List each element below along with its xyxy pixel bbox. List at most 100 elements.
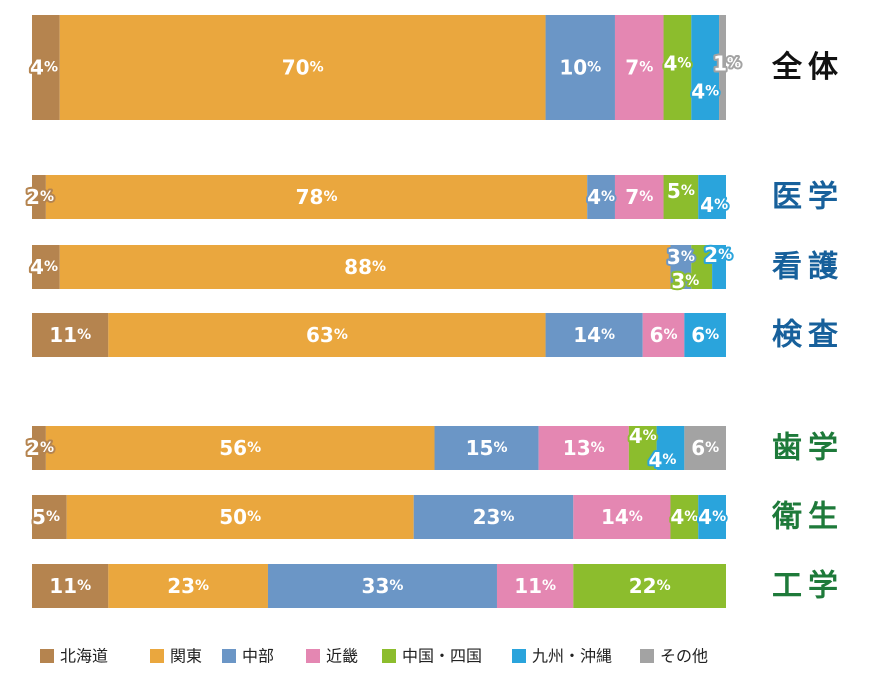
value-label: 4% (698, 505, 726, 529)
bar-segment (663, 15, 692, 120)
value-label: 23% (167, 574, 209, 598)
bar-segment (32, 15, 60, 120)
bar-segment (719, 15, 726, 120)
bar-segment (32, 495, 67, 539)
row-label: 工学 (772, 569, 844, 604)
row-label: 医学 (772, 180, 844, 215)
row-label: 検査 (772, 318, 844, 353)
value-label: 6% (691, 323, 719, 347)
value-label: 11% (49, 574, 91, 598)
value-label: 11% (49, 323, 91, 347)
value-label: 6% (691, 436, 719, 460)
bar-segment (545, 15, 615, 120)
legend-swatch (640, 649, 654, 663)
value-label: 2% (704, 243, 732, 267)
legend-swatch (382, 649, 396, 663)
value-label: 4% (587, 185, 615, 209)
legend-swatch (222, 649, 236, 663)
bar-segment (267, 564, 497, 608)
bar-segment (663, 175, 699, 219)
value-label: 7% (625, 56, 653, 80)
value-label: 56% (219, 436, 261, 460)
legend-label: 中部 (242, 647, 274, 666)
legend-swatch (512, 649, 526, 663)
value-label: 50% (219, 505, 261, 529)
legend-swatch (150, 649, 164, 663)
bar-segment (108, 564, 268, 608)
value-label: 78% (296, 185, 338, 209)
bar-segment (642, 313, 685, 357)
bar-segment (496, 564, 574, 608)
bar-segment (656, 426, 685, 470)
value-label: 4% (629, 424, 657, 448)
value-label: 70% (282, 56, 324, 80)
row-label: 全体 (771, 50, 844, 85)
bar-segment (32, 564, 109, 608)
value-label: 4% (670, 505, 698, 529)
value-label: 4% (691, 80, 719, 104)
value-label: 23% (473, 505, 515, 529)
value-label: 22% (629, 574, 671, 598)
value-label: 10% (559, 56, 601, 80)
bar-segment (545, 313, 643, 357)
bar-segment (573, 495, 671, 539)
value-label: 2% (26, 185, 54, 209)
bar-segment (670, 495, 699, 539)
value-label: 4% (30, 56, 58, 80)
value-label: 63% (306, 323, 348, 347)
bar-segment (59, 245, 671, 289)
bar-segment (413, 495, 574, 539)
value-label: 3% (671, 269, 699, 293)
bar-segment (684, 313, 726, 357)
bar-segment (587, 175, 615, 219)
bar-segment (59, 15, 546, 120)
legend-swatch (306, 649, 320, 663)
value-label: 5% (32, 505, 60, 529)
value-label: 7% (625, 185, 653, 209)
value-label: 4% (30, 255, 58, 279)
bar-segment (108, 313, 546, 357)
legend: 北海道 関東 中部 近畿 中国・四国 九州・沖縄 その他 (40, 647, 708, 666)
value-label: 4% (649, 448, 677, 472)
value-label: 5% (667, 179, 695, 203)
value-label: 15% (466, 436, 508, 460)
bar-segment (32, 245, 60, 289)
bar-segment (698, 495, 726, 539)
bar-segment (628, 426, 657, 470)
bar-segment (538, 426, 629, 470)
bar-segment (45, 426, 435, 470)
bar-segment (684, 426, 726, 470)
bar-segment (32, 313, 109, 357)
legend-label: 中国・四国 (402, 647, 482, 666)
value-label: 14% (601, 505, 643, 529)
bar-segment (32, 175, 46, 219)
legend-label: その他 (660, 647, 708, 666)
value-label: 2% (26, 436, 54, 460)
bar-segment (573, 564, 726, 608)
value-label: 1% (713, 52, 741, 76)
bars-group (32, 15, 726, 608)
bar-segment (614, 15, 664, 120)
legend-label: 関東 (170, 647, 202, 666)
bar-segment (691, 15, 720, 120)
value-label: 11% (514, 574, 556, 598)
bar-segment (698, 175, 726, 219)
legend-label: 近畿 (326, 647, 358, 666)
row-label: 看護 (772, 250, 844, 285)
bar-segment (32, 426, 46, 470)
bar-segment (691, 245, 713, 289)
value-label: 33% (362, 574, 404, 598)
legend-swatch (40, 649, 54, 663)
value-label: 14% (573, 323, 615, 347)
value-label: 4% (663, 52, 691, 76)
value-label: 88% (344, 255, 386, 279)
bar-segment (614, 175, 664, 219)
bar-segment (712, 245, 726, 289)
legend-label: 九州・沖縄 (532, 647, 612, 666)
bar-segment (434, 426, 539, 470)
bar-segment (66, 495, 414, 539)
row-label: 歯学 (772, 431, 844, 466)
bar-segment (45, 175, 588, 219)
